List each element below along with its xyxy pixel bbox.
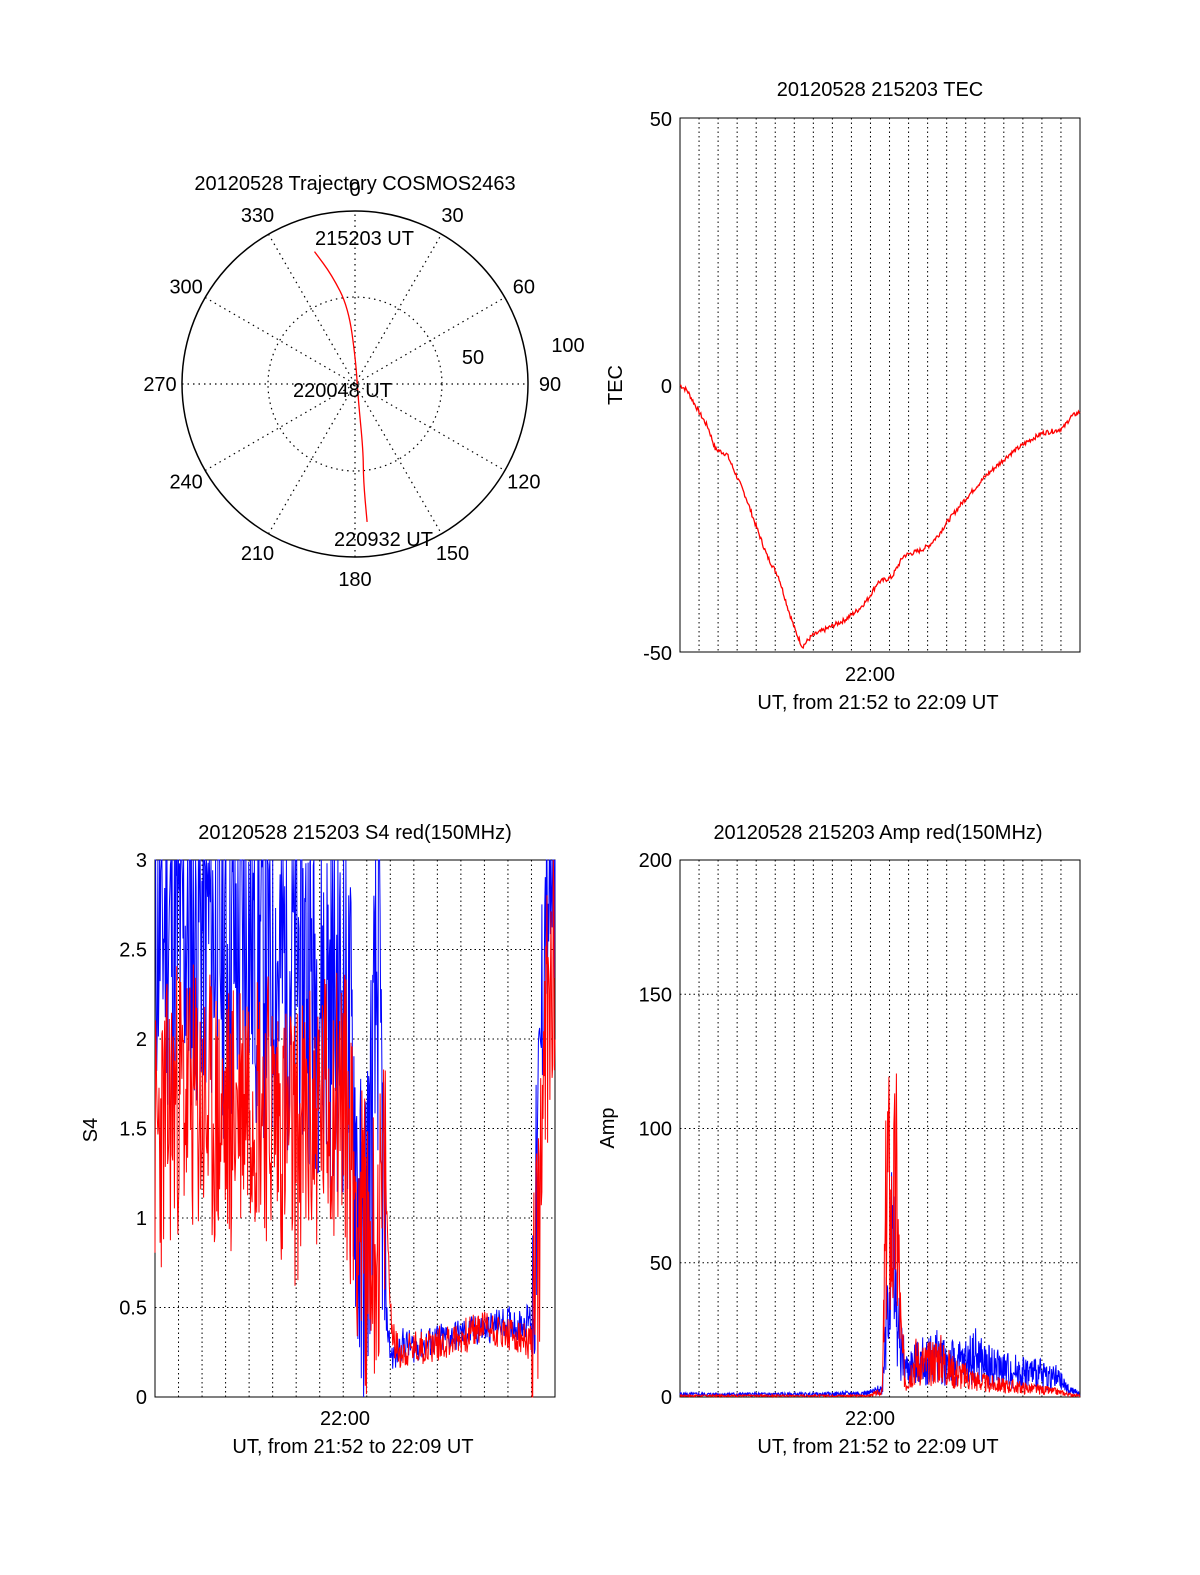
tec-y-axis-label: TEC	[605, 365, 627, 405]
amp-y-tick: 0	[661, 1387, 672, 1409]
tec-plot-frame	[679, 117, 1081, 653]
polar-title: 20120528 Trajectory COSMOS2463	[194, 173, 515, 195]
s4-x-tick-2200: 22:00	[320, 1408, 370, 1430]
s4-series-red	[154, 859, 556, 1398]
polar-azimuth-label-240: 240	[169, 472, 202, 494]
amp-x-axis-label: UT, from 21:52 to 22:09 UT	[757, 1436, 998, 1458]
amp-y-axis-label: Amp	[597, 1107, 619, 1148]
polar-azimuth-label-30: 30	[441, 205, 463, 227]
tec-y-tick-50: 50	[650, 109, 672, 131]
s4-series-blue	[155, 859, 556, 1398]
s4-y-tick: 2.5	[119, 940, 147, 962]
polar-azimuth-label-180: 180	[338, 569, 371, 591]
polar-trajectory-line	[313, 251, 368, 522]
amp-panel: 20120528 215203 Amp red(150MHz) 200 150 10…	[597, 822, 1081, 1458]
polar-azimuth-label-270: 270	[143, 374, 176, 396]
polar-point-label-mid: 220048 UT	[293, 380, 392, 402]
tec-y-tick-0: 0	[661, 376, 672, 398]
s4-y-tick: 0.5	[119, 1298, 147, 1320]
s4-title: 20120528 215203 S4 red(150MHz)	[198, 822, 512, 844]
polar-azimuth-label-90: 90	[539, 374, 561, 396]
amp-y-tick: 200	[639, 850, 672, 872]
amp-y-tick-labels: 200 150 100 50 0	[639, 850, 672, 1409]
amp-grid	[680, 860, 1080, 1397]
tec-title: 20120528 215203 TEC	[777, 79, 983, 101]
s4-x-axis-label: UT, from 21:52 to 22:09 UT	[232, 1436, 473, 1458]
s4-grid	[155, 860, 555, 1397]
polar-azimuth-label-150: 150	[436, 543, 469, 565]
tec-y-tick-minus50: -50	[643, 643, 672, 665]
s4-y-tick: 1.5	[119, 1119, 147, 1141]
amp-y-tick: 150	[639, 984, 672, 1006]
s4-y-tick: 3	[136, 850, 147, 872]
amp-y-tick: 50	[650, 1253, 672, 1275]
polar-azimuth-label-120: 120	[507, 472, 540, 494]
s4-y-tick: 2	[136, 1029, 147, 1051]
polar-elevation-label-100: 100	[551, 335, 584, 357]
amp-y-tick: 100	[639, 1119, 672, 1141]
amp-title: 20120528 215203 Amp red(150MHz)	[713, 822, 1042, 844]
s4-y-axis-label: S4	[80, 1118, 102, 1142]
s4-y-tick: 1	[136, 1208, 147, 1230]
tec-x-axis-label: UT, from 21:52 to 22:09 UT	[757, 692, 998, 714]
polar-azimuth-labels: 0 30 60 90 120 150 180 210 240 270 300 330	[143, 179, 561, 591]
polar-azimuth-label-330: 330	[241, 205, 274, 227]
amp-series-blue	[679, 1172, 1081, 1398]
polar-point-label-start: 215203 UT	[315, 228, 414, 250]
tec-grid	[698, 118, 1062, 652]
polar-trajectory-panel: 20120528 Trajectory COSMOS2463 0 30 60 90 12…	[143, 173, 584, 591]
s4-panel: 20120528 215203 S4 red(150MHz) 3 2.5 2 1.5 1…	[80, 822, 556, 1458]
polar-azimuth-label-0: 0	[349, 179, 360, 201]
polar-point-label-end: 220932 UT	[334, 529, 433, 551]
polar-azimuth-label-60: 60	[513, 277, 535, 299]
s4-y-tick: 0	[136, 1387, 147, 1409]
amp-x-tick-2200: 22:00	[845, 1408, 895, 1430]
polar-azimuth-label-210: 210	[241, 543, 274, 565]
tec-panel: 20120528 215203 TEC 50 0 -50 TEC 22:00 U…	[605, 79, 1081, 714]
tec-x-tick-2200: 22:00	[845, 664, 895, 686]
s4-y-tick-labels: 3 2.5 2 1.5 1 0.5 0	[119, 850, 147, 1409]
amp-series-red	[679, 1073, 1081, 1399]
polar-azimuth-label-300: 300	[169, 277, 202, 299]
polar-elevation-label-50: 50	[462, 347, 484, 369]
tec-series-line	[679, 384, 1081, 650]
